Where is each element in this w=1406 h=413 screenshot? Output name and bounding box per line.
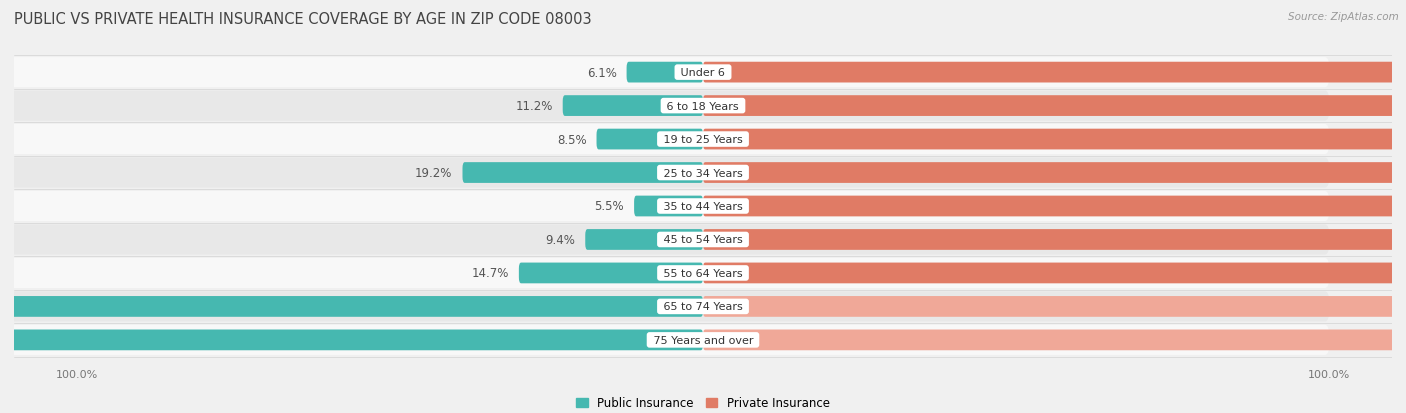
Text: 8.5%: 8.5%: [557, 133, 586, 146]
Text: 9.4%: 9.4%: [546, 233, 575, 247]
FancyBboxPatch shape: [627, 63, 703, 83]
FancyBboxPatch shape: [0, 192, 1329, 221]
Text: 11.2%: 11.2%: [516, 100, 553, 113]
Text: 14.7%: 14.7%: [471, 267, 509, 280]
FancyBboxPatch shape: [0, 225, 1329, 255]
FancyBboxPatch shape: [703, 296, 1406, 317]
FancyBboxPatch shape: [463, 163, 703, 183]
Text: Source: ZipAtlas.com: Source: ZipAtlas.com: [1288, 12, 1399, 22]
FancyBboxPatch shape: [0, 325, 1329, 355]
FancyBboxPatch shape: [0, 258, 1329, 288]
Text: 19.2%: 19.2%: [415, 166, 453, 180]
Legend: Public Insurance, Private Insurance: Public Insurance, Private Insurance: [571, 392, 835, 413]
FancyBboxPatch shape: [585, 230, 703, 250]
FancyBboxPatch shape: [519, 263, 703, 284]
FancyBboxPatch shape: [703, 63, 1406, 83]
FancyBboxPatch shape: [0, 292, 1329, 322]
FancyBboxPatch shape: [0, 58, 1329, 88]
Text: 65 to 74 Years: 65 to 74 Years: [659, 301, 747, 312]
FancyBboxPatch shape: [0, 330, 703, 350]
Text: 55 to 64 Years: 55 to 64 Years: [659, 268, 747, 278]
FancyBboxPatch shape: [703, 330, 1406, 350]
FancyBboxPatch shape: [562, 96, 703, 117]
FancyBboxPatch shape: [596, 129, 703, 150]
Text: PUBLIC VS PRIVATE HEALTH INSURANCE COVERAGE BY AGE IN ZIP CODE 08003: PUBLIC VS PRIVATE HEALTH INSURANCE COVER…: [14, 12, 592, 27]
FancyBboxPatch shape: [703, 96, 1406, 117]
Text: 6.1%: 6.1%: [586, 66, 617, 79]
FancyBboxPatch shape: [634, 196, 703, 217]
FancyBboxPatch shape: [0, 125, 1329, 155]
FancyBboxPatch shape: [703, 129, 1406, 150]
Text: 45 to 54 Years: 45 to 54 Years: [659, 235, 747, 245]
Text: 6 to 18 Years: 6 to 18 Years: [664, 101, 742, 112]
FancyBboxPatch shape: [703, 163, 1406, 183]
FancyBboxPatch shape: [703, 263, 1406, 284]
FancyBboxPatch shape: [703, 196, 1406, 217]
Text: 19 to 25 Years: 19 to 25 Years: [659, 135, 747, 145]
Text: 25 to 34 Years: 25 to 34 Years: [659, 168, 747, 178]
FancyBboxPatch shape: [0, 91, 1329, 121]
Text: 5.5%: 5.5%: [595, 200, 624, 213]
Text: Under 6: Under 6: [678, 68, 728, 78]
FancyBboxPatch shape: [703, 230, 1406, 250]
FancyBboxPatch shape: [0, 296, 703, 317]
Text: 75 Years and over: 75 Years and over: [650, 335, 756, 345]
FancyBboxPatch shape: [0, 158, 1329, 188]
Text: 35 to 44 Years: 35 to 44 Years: [659, 202, 747, 211]
